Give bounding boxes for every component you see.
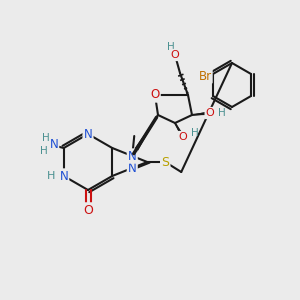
Text: O: O	[178, 132, 188, 142]
Text: N: N	[84, 128, 92, 140]
Text: N: N	[128, 149, 136, 163]
Text: H: H	[191, 128, 199, 138]
Text: O: O	[83, 203, 93, 217]
Text: O: O	[206, 108, 214, 118]
Text: N: N	[50, 139, 58, 152]
Text: H: H	[218, 108, 226, 118]
Polygon shape	[130, 115, 158, 157]
Text: H: H	[42, 133, 50, 143]
Text: N: N	[59, 169, 68, 182]
Text: S: S	[161, 155, 169, 169]
Polygon shape	[192, 111, 210, 115]
Text: O: O	[171, 50, 179, 60]
Text: O: O	[150, 88, 160, 101]
Text: Br: Br	[198, 70, 212, 83]
Text: N: N	[128, 161, 136, 175]
Polygon shape	[175, 123, 185, 138]
Text: H: H	[167, 42, 175, 52]
Text: H: H	[40, 146, 48, 156]
Text: H: H	[46, 171, 55, 181]
